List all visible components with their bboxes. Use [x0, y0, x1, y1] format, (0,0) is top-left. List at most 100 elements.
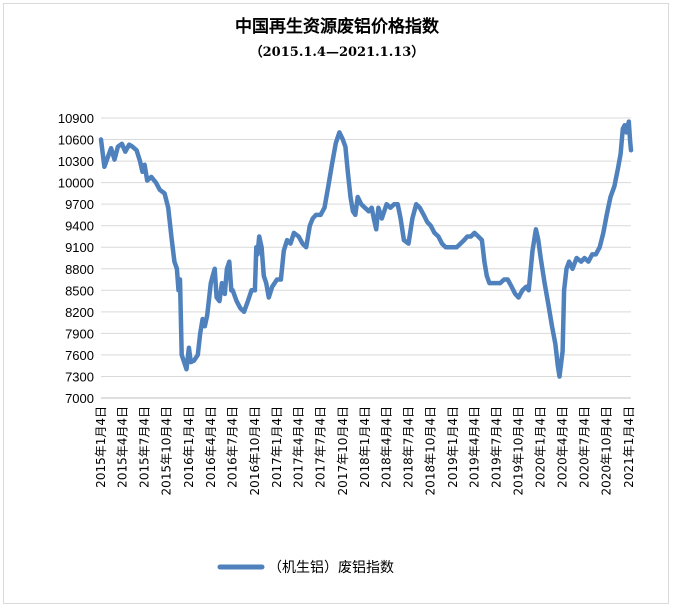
- data-point: [590, 253, 594, 256]
- data-point: [289, 242, 292, 246]
- data-point: [239, 306, 242, 310]
- data-point: [485, 274, 489, 278]
- data-point: [344, 145, 347, 149]
- data-point: [297, 235, 301, 238]
- data-point: [185, 367, 188, 371]
- data-point: [175, 267, 179, 271]
- data-point: [275, 278, 279, 281]
- chart-subtitle: （2015.1.4—2021.1.13）: [250, 44, 425, 60]
- data-point: [407, 242, 410, 246]
- data-point: [341, 138, 345, 141]
- data-point: [422, 213, 426, 217]
- data-point: [517, 296, 520, 299]
- x-tick-label: 2017年1月4日: [270, 406, 284, 488]
- gridlines: [101, 117, 631, 399]
- data-point: [513, 292, 517, 296]
- data-point: [264, 281, 268, 285]
- data-point: [601, 231, 605, 235]
- y-tick-label: 9100: [65, 240, 94, 255]
- data-point: [469, 235, 473, 238]
- data-point: [311, 217, 315, 220]
- data-point: [319, 213, 322, 217]
- x-tick-label: 2015年1月4日: [94, 406, 108, 488]
- data-point: [605, 213, 609, 217]
- y-axis-tick-labels: 10900 10600 10300 10000 9700 9400 9100 8800 8500…: [58, 111, 94, 406]
- x-tick-label: 2018年10月4日: [424, 406, 438, 495]
- data-point: [558, 375, 561, 378]
- data-point: [628, 138, 632, 141]
- data-point: [527, 288, 531, 292]
- data-point: [113, 158, 116, 162]
- data-point: [370, 206, 374, 210]
- series-layer: [98, 119, 634, 379]
- data-point: [177, 288, 180, 292]
- data-point: [531, 249, 534, 253]
- data-point: [349, 195, 352, 199]
- data-point: [170, 238, 174, 242]
- data-point: [257, 235, 261, 238]
- data-point: [363, 206, 367, 210]
- x-tick-label: 2020年10月4日: [600, 406, 614, 495]
- data-point: [215, 296, 219, 299]
- data-point: [389, 206, 392, 210]
- data-point: [550, 324, 554, 328]
- data-point: [201, 317, 205, 321]
- data-point: [254, 245, 258, 249]
- data-point: [330, 163, 334, 167]
- y-tick-label: 7000: [65, 391, 94, 406]
- data-point: [598, 245, 602, 249]
- data-point: [223, 292, 227, 296]
- data-point: [213, 267, 217, 271]
- x-axis-tick-labels: 2015年1月4日 2015年4月4日 2015年7月4日 2015年10月4日 201…: [94, 406, 636, 495]
- legend-label: （机生铝）废铝指数: [268, 560, 394, 576]
- data-point: [402, 238, 406, 242]
- data-point: [304, 245, 308, 249]
- chart-title: 中国再生资源废铝价格指数: [235, 16, 440, 37]
- data-point: [583, 256, 586, 260]
- data-point: [440, 242, 444, 246]
- data-point: [587, 260, 590, 263]
- data-point: [380, 217, 384, 220]
- data-point: [385, 202, 388, 206]
- data-point: [173, 260, 176, 263]
- data-point: [625, 131, 628, 134]
- data-point: [414, 202, 418, 206]
- data-point: [279, 278, 283, 281]
- data-point: [575, 256, 578, 260]
- data-point: [488, 281, 491, 285]
- data-point: [367, 209, 371, 213]
- data-point: [187, 346, 191, 350]
- data-point: [433, 231, 436, 235]
- data-point: [253, 288, 257, 292]
- data-point: [246, 299, 250, 303]
- data-point: [425, 220, 429, 224]
- data-point: [220, 281, 224, 285]
- data-point: [270, 285, 274, 289]
- data-point: [444, 245, 447, 249]
- y-tick-label: 9400: [65, 219, 94, 234]
- x-tick-label: 2019年4月4日: [467, 406, 481, 488]
- data-point: [476, 235, 480, 238]
- data-point: [163, 192, 167, 195]
- data-point: [547, 303, 550, 307]
- data-point: [282, 249, 286, 253]
- data-point: [192, 359, 196, 363]
- data-point: [166, 206, 170, 210]
- data-point: [462, 238, 466, 242]
- data-point: [495, 281, 498, 285]
- data-point: [127, 143, 131, 147]
- data-point: [627, 120, 631, 123]
- x-tick-label: 2015年7月4日: [138, 406, 152, 488]
- data-point: [103, 165, 106, 169]
- data-point: [323, 206, 326, 210]
- data-point: [149, 175, 153, 179]
- data-point: [285, 238, 289, 242]
- data-point: [613, 184, 616, 188]
- data-point: [346, 170, 350, 174]
- data-point: [116, 145, 120, 149]
- x-tick-label: 2019年7月4日: [489, 406, 503, 488]
- data-point: [326, 184, 330, 188]
- data-point: [451, 245, 455, 249]
- data-point: [502, 278, 506, 281]
